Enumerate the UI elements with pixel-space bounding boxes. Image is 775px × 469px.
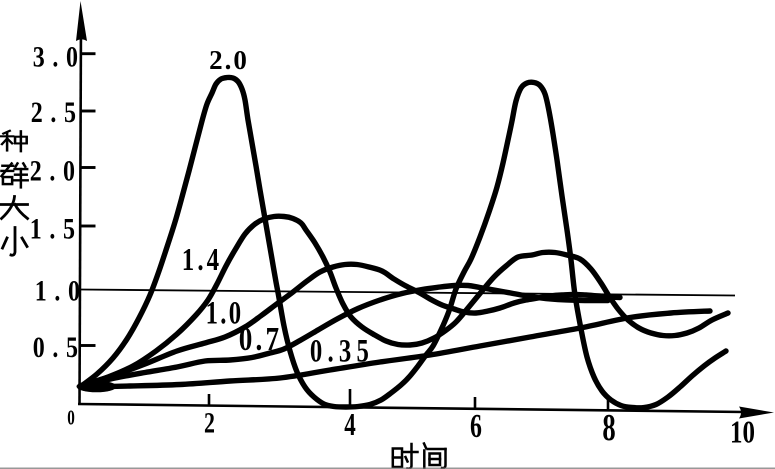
svg-text:2.0: 2.0 xyxy=(209,45,249,75)
svg-text:2.5: 2.5 xyxy=(31,95,84,128)
svg-text:1.0: 1.0 xyxy=(35,274,88,307)
svg-text:1.4: 1.4 xyxy=(182,242,223,278)
svg-text:0.7: 0.7 xyxy=(239,320,283,358)
svg-text:6: 6 xyxy=(470,408,482,445)
svg-text:10: 10 xyxy=(730,415,755,451)
svg-text:8: 8 xyxy=(602,408,615,450)
svg-text:4: 4 xyxy=(344,407,356,443)
svg-text:1.5: 1.5 xyxy=(30,212,83,245)
svg-text:2: 2 xyxy=(204,406,215,439)
svg-text:0: 0 xyxy=(67,406,75,429)
svg-text:0.35: 0.35 xyxy=(310,333,374,369)
svg-text:1.0: 1.0 xyxy=(206,295,244,331)
svg-text:0.5: 0.5 xyxy=(33,330,86,363)
svg-text:3.0: 3.0 xyxy=(33,40,86,73)
svg-text:2.0: 2.0 xyxy=(30,154,83,187)
